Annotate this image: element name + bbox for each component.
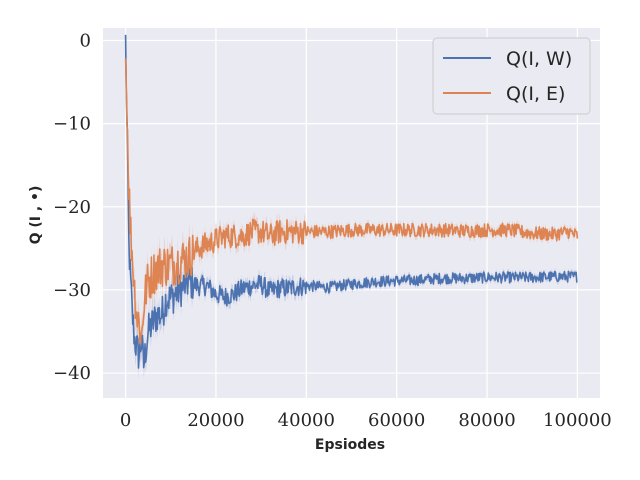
x-axis-title: Epsiodes: [315, 437, 385, 453]
x-tick-label: 20000: [187, 410, 244, 431]
series-lines: [124, 34, 579, 369]
x-tick-label: 80000: [458, 410, 515, 431]
x-tick-label: 60000: [368, 410, 425, 431]
y-tick-label: 0: [80, 30, 91, 51]
x-tick-label: 0: [120, 410, 131, 431]
legend-label-q-iw: Q(I, W): [506, 48, 572, 70]
legend-label-q-ie: Q(I, E): [506, 83, 565, 105]
y-tick-label: −40: [53, 363, 91, 384]
grid: [103, 28, 600, 398]
x-tick-label: 40000: [278, 410, 335, 431]
x-tick-label: 100000: [543, 410, 612, 431]
y-tick-label: −30: [53, 280, 91, 301]
y-tick-labels: 0 −10 −20 −30 −40: [53, 30, 91, 384]
x-tick-labels: 0 20000 40000 60000 80000 100000: [120, 410, 612, 431]
y-tick-label: −20: [53, 197, 91, 218]
y-tick-label: −10: [53, 114, 91, 135]
series-line-0: [124, 34, 578, 369]
legend: Q(I, W) Q(I, E): [432, 37, 591, 115]
series-line-1: [124, 58, 579, 345]
y-axis-title: Q (I , •): [28, 186, 44, 245]
